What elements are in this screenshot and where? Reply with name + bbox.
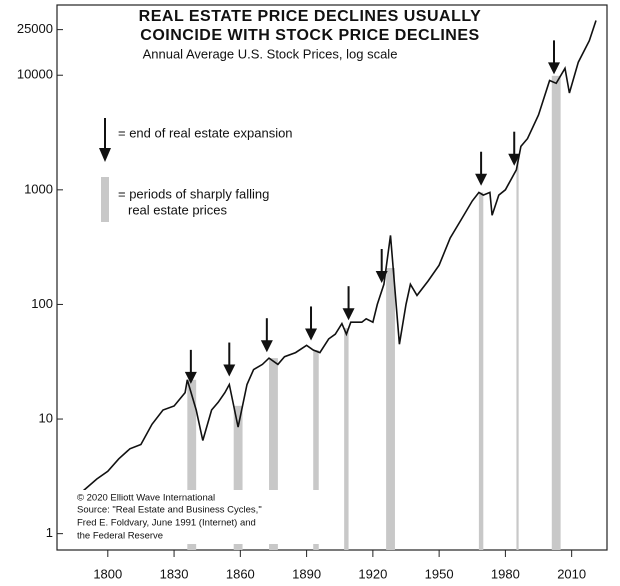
- source-box: [74, 490, 344, 544]
- legend-label: = end of real estate expansion: [118, 125, 293, 140]
- legend-label: = periods of sharply falling: [118, 186, 269, 201]
- source-text: Source: "Real Estate and Business Cycles…: [77, 505, 262, 516]
- source-text: © 2020 Elliott Wave International: [77, 493, 215, 504]
- source-text: the Federal Reserve: [77, 531, 163, 542]
- shaded-period: [344, 328, 349, 550]
- source-text: Fred E. Foldvary, June 1991 (Internet) a…: [77, 518, 256, 529]
- x-tick-label: 1920: [358, 566, 387, 581]
- shaded-period: [478, 192, 484, 550]
- arrow-head: [547, 62, 560, 75]
- x-tick-label: 1830: [160, 566, 189, 581]
- expansion-arrow: [223, 342, 236, 377]
- y-tick-label: 25000: [17, 21, 53, 36]
- y-tick-label: 10: [39, 410, 53, 425]
- expansion-arrow: [260, 318, 273, 353]
- expansion-arrow: [547, 40, 560, 75]
- arrow-head: [375, 270, 388, 283]
- chart-subtitle: Annual Average U.S. Stock Prices, log sc…: [143, 46, 398, 61]
- expansion-arrow: [342, 286, 355, 321]
- expansion-arrow: [475, 151, 488, 186]
- shaded-period: [187, 379, 197, 550]
- expansion-arrow: [184, 349, 197, 384]
- arrow-head: [305, 328, 318, 341]
- arrow-head: [508, 153, 521, 166]
- x-tick-label: 1980: [491, 566, 520, 581]
- y-tick-label: 100: [31, 296, 53, 311]
- arrow-head: [223, 364, 236, 377]
- chart-title: REAL ESTATE PRICE DECLINES USUALLY: [139, 8, 482, 25]
- shaded-period: [269, 358, 278, 550]
- expansion-arrow: [305, 306, 318, 341]
- price-line: [78, 20, 597, 496]
- y-tick-label: 1000: [24, 181, 53, 196]
- chart-title: COINCIDE WITH STOCK PRICE DECLINES: [140, 27, 479, 44]
- shaded-period: [386, 267, 395, 550]
- legend-label: real estate prices: [128, 202, 227, 217]
- shaded-period: [551, 75, 561, 551]
- legend-band: [101, 177, 109, 222]
- x-tick-label: 1950: [425, 566, 454, 581]
- plot-frame: [56, 4, 608, 551]
- x-tick-label: 2010: [557, 566, 586, 581]
- y-tick-label: 10000: [17, 67, 53, 82]
- expansion-arrow: [508, 131, 521, 166]
- arrow-head: [475, 173, 488, 186]
- x-tick-label: 1800: [93, 566, 122, 581]
- arrow-head: [260, 340, 273, 353]
- shaded-period: [516, 157, 519, 550]
- x-tick-label: 1890: [292, 566, 321, 581]
- expansion-arrow: [375, 248, 388, 283]
- x-tick-label: 1860: [226, 566, 255, 581]
- shaded-period: [313, 350, 319, 550]
- legend-arrow-head: [99, 148, 111, 162]
- arrow-head: [184, 371, 197, 384]
- arrow-head: [342, 308, 355, 321]
- shaded-period: [233, 405, 243, 550]
- y-tick-label: 1: [46, 525, 53, 540]
